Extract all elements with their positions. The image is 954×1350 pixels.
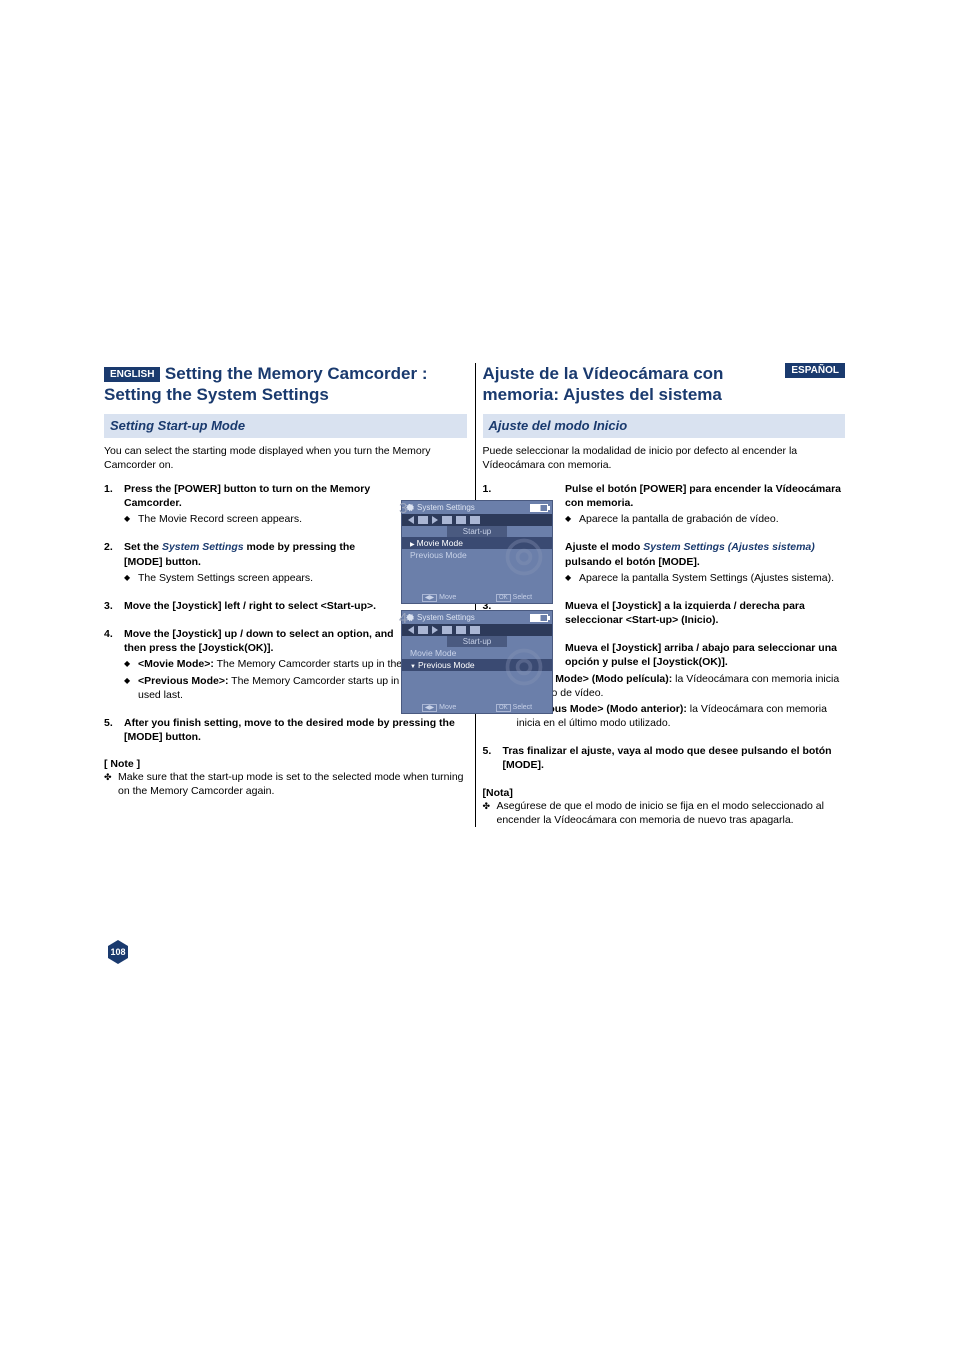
section-heading-label: Setting Start-up Mode (110, 418, 245, 433)
footer-move-label: Move (439, 594, 456, 601)
lang-badge-spanish: ESPAÑOL (785, 363, 845, 378)
step-text: Ajuste el modo (565, 541, 643, 553)
footer-select-label: Select (513, 704, 532, 711)
lcd-option-label: Previous Mode (418, 660, 475, 670)
step-item: After you finish setting, move to the de… (104, 716, 467, 744)
page-number: 108 (104, 938, 132, 966)
arrow-down-icon (410, 660, 418, 670)
step-head: Press the [POWER] button to turn on the … (124, 482, 394, 510)
nav-left-icon (408, 626, 414, 634)
lcd-option-label: Movie Mode (410, 648, 456, 658)
lcd-tab: Start-up (447, 526, 507, 537)
nav-left-icon (408, 516, 414, 524)
step-sub: The System Settings screen appears. (124, 571, 394, 585)
lcd-icon-row (402, 624, 552, 636)
mode-icon (418, 516, 428, 524)
shot-number: 3 (399, 500, 407, 517)
lcd-shot-4: System Settings Start-up Movie Mode Prev… (401, 610, 553, 714)
step-head: Tras finalizar el ajuste, vaya al modo q… (503, 744, 846, 772)
step-head: Mueva el [Joystick] a la izquierda / der… (565, 599, 845, 627)
lcd-shot-wrap: 4 System Settings Start-up Movie Mode Pr… (401, 610, 553, 714)
mode-icon (418, 626, 428, 634)
step-sub: Aparece la pantalla de grabación de víde… (565, 512, 845, 526)
step-sub-bold: <Movie Mode>: (138, 658, 214, 670)
nav-right-icon (432, 626, 438, 634)
step-sublist: The Movie Record screen appears. (124, 512, 394, 526)
step-sub-bold: <Previous Mode>: (138, 675, 228, 687)
note-list-english: Make sure that the start-up mode is set … (104, 770, 467, 798)
step-item: Tras finalizar el ajuste, vaya al modo q… (483, 744, 846, 772)
step-sublist: The System Settings screen appears. (124, 571, 394, 585)
footer-move-label: Move (439, 704, 456, 711)
step-sub: Aparece la pantalla System Settings (Aju… (565, 571, 845, 585)
step-head: After you finish setting, move to the de… (124, 716, 467, 744)
step-head: Set the System Settings mode by pressing… (124, 540, 394, 568)
battery-icon (530, 504, 548, 512)
lang-badge-english: ENGLISH (104, 367, 160, 382)
ok-button-icon: OK (496, 594, 511, 602)
note-item: Make sure that the start-up mode is set … (104, 770, 467, 798)
title-row: ENGLISH Setting the Memory Camcorder : S… (104, 363, 467, 406)
move-button-icon: ◀▶ (422, 704, 437, 712)
mode-icon (470, 516, 480, 524)
section-heading-label: Ajuste del modo Inicio (489, 418, 628, 433)
title-row: ESPAÑOL Ajuste de la Vídeocámara con mem… (483, 363, 846, 406)
lcd-icon-row (402, 514, 552, 526)
lcd-title: System Settings (417, 613, 475, 622)
section-heading-spanish: Ajuste del modo Inicio (483, 414, 846, 438)
lcd-footer: ◀▶Move OKSelect (402, 704, 552, 711)
mode-icon (470, 626, 480, 634)
mode-icon (442, 626, 452, 634)
step-sub: <Movie Mode> (Modo película): la Vídeocá… (503, 672, 846, 700)
background-gear-icon (502, 645, 546, 689)
move-button-icon: ◀▶ (422, 594, 437, 602)
lcd-option-label: Previous Mode (410, 550, 467, 560)
lcd-titlebar: System Settings (402, 501, 552, 514)
step-em: System Settings (Ajustes sistema) (643, 541, 815, 553)
lcd-title: System Settings (417, 503, 475, 512)
background-gear-icon (502, 535, 546, 579)
mode-icon (442, 516, 452, 524)
note-list-spanish: Asegúrese de que el modo de inicio se fi… (483, 799, 846, 827)
step-head: Move the [Joystick] up / down to select … (124, 627, 394, 655)
step-sublist: <Movie Mode> (Modo película): la Vídeocá… (503, 672, 846, 731)
step-sublist: Aparece la pantalla de grabación de víde… (565, 512, 845, 526)
lcd-tab: Start-up (447, 636, 507, 647)
arrow-right-icon (410, 538, 417, 548)
step-text: Set the (124, 541, 162, 553)
lcd-titlebar: System Settings (402, 611, 552, 624)
lcd-screenshots: 3 System Settings Start-up Movie Mode Pr… (401, 500, 553, 720)
lcd-shot-3: System Settings Start-up Movie Mode Prev… (401, 500, 553, 604)
lcd-option-label: Movie Mode (417, 538, 463, 548)
footer-select-label: Select (513, 594, 532, 601)
step-head: Move the [Joystick] left / right to sele… (124, 599, 394, 613)
mode-icon (456, 626, 466, 634)
intro-spanish: Puede seleccionar la modalidad de inicio… (483, 444, 846, 472)
step-head: Ajuste el modo System Settings (Ajustes … (565, 540, 845, 568)
ok-button-icon: OK (496, 704, 511, 712)
note-item: Asegúrese de que el modo de inicio se fi… (483, 799, 846, 827)
lcd-shot-wrap: 3 System Settings Start-up Movie Mode Pr… (401, 500, 553, 604)
shot-number: 4 (399, 610, 407, 627)
page-title-spanish: Ajuste de la Vídeocámara con memoria: Aj… (483, 364, 724, 404)
nav-right-icon (432, 516, 438, 524)
mode-icon (456, 516, 466, 524)
step-sub: <Previous Mode> (Modo anterior): la Víde… (503, 702, 846, 730)
note-heading-spanish: [Nota] (483, 787, 846, 799)
step-sublist: Aparece la pantalla System Settings (Aju… (565, 571, 845, 585)
step-head: Mueva el [Joystick] arriba / abajo para … (565, 641, 845, 669)
note-heading-english: [ Note ] (104, 758, 467, 770)
step-text: pulsando el botón [MODE]. (565, 556, 700, 568)
page-number-badge: 108 (104, 938, 132, 966)
lcd-footer: ◀▶Move OKSelect (402, 594, 552, 601)
step-sub: The Movie Record screen appears. (124, 512, 394, 526)
battery-icon (530, 614, 548, 622)
step-head: Pulse el botón [POWER] para encender la … (565, 482, 845, 510)
section-heading-english: Setting Start-up Mode (104, 414, 467, 438)
step-em: System Settings (162, 541, 244, 553)
intro-english: You can select the starting mode display… (104, 444, 467, 472)
